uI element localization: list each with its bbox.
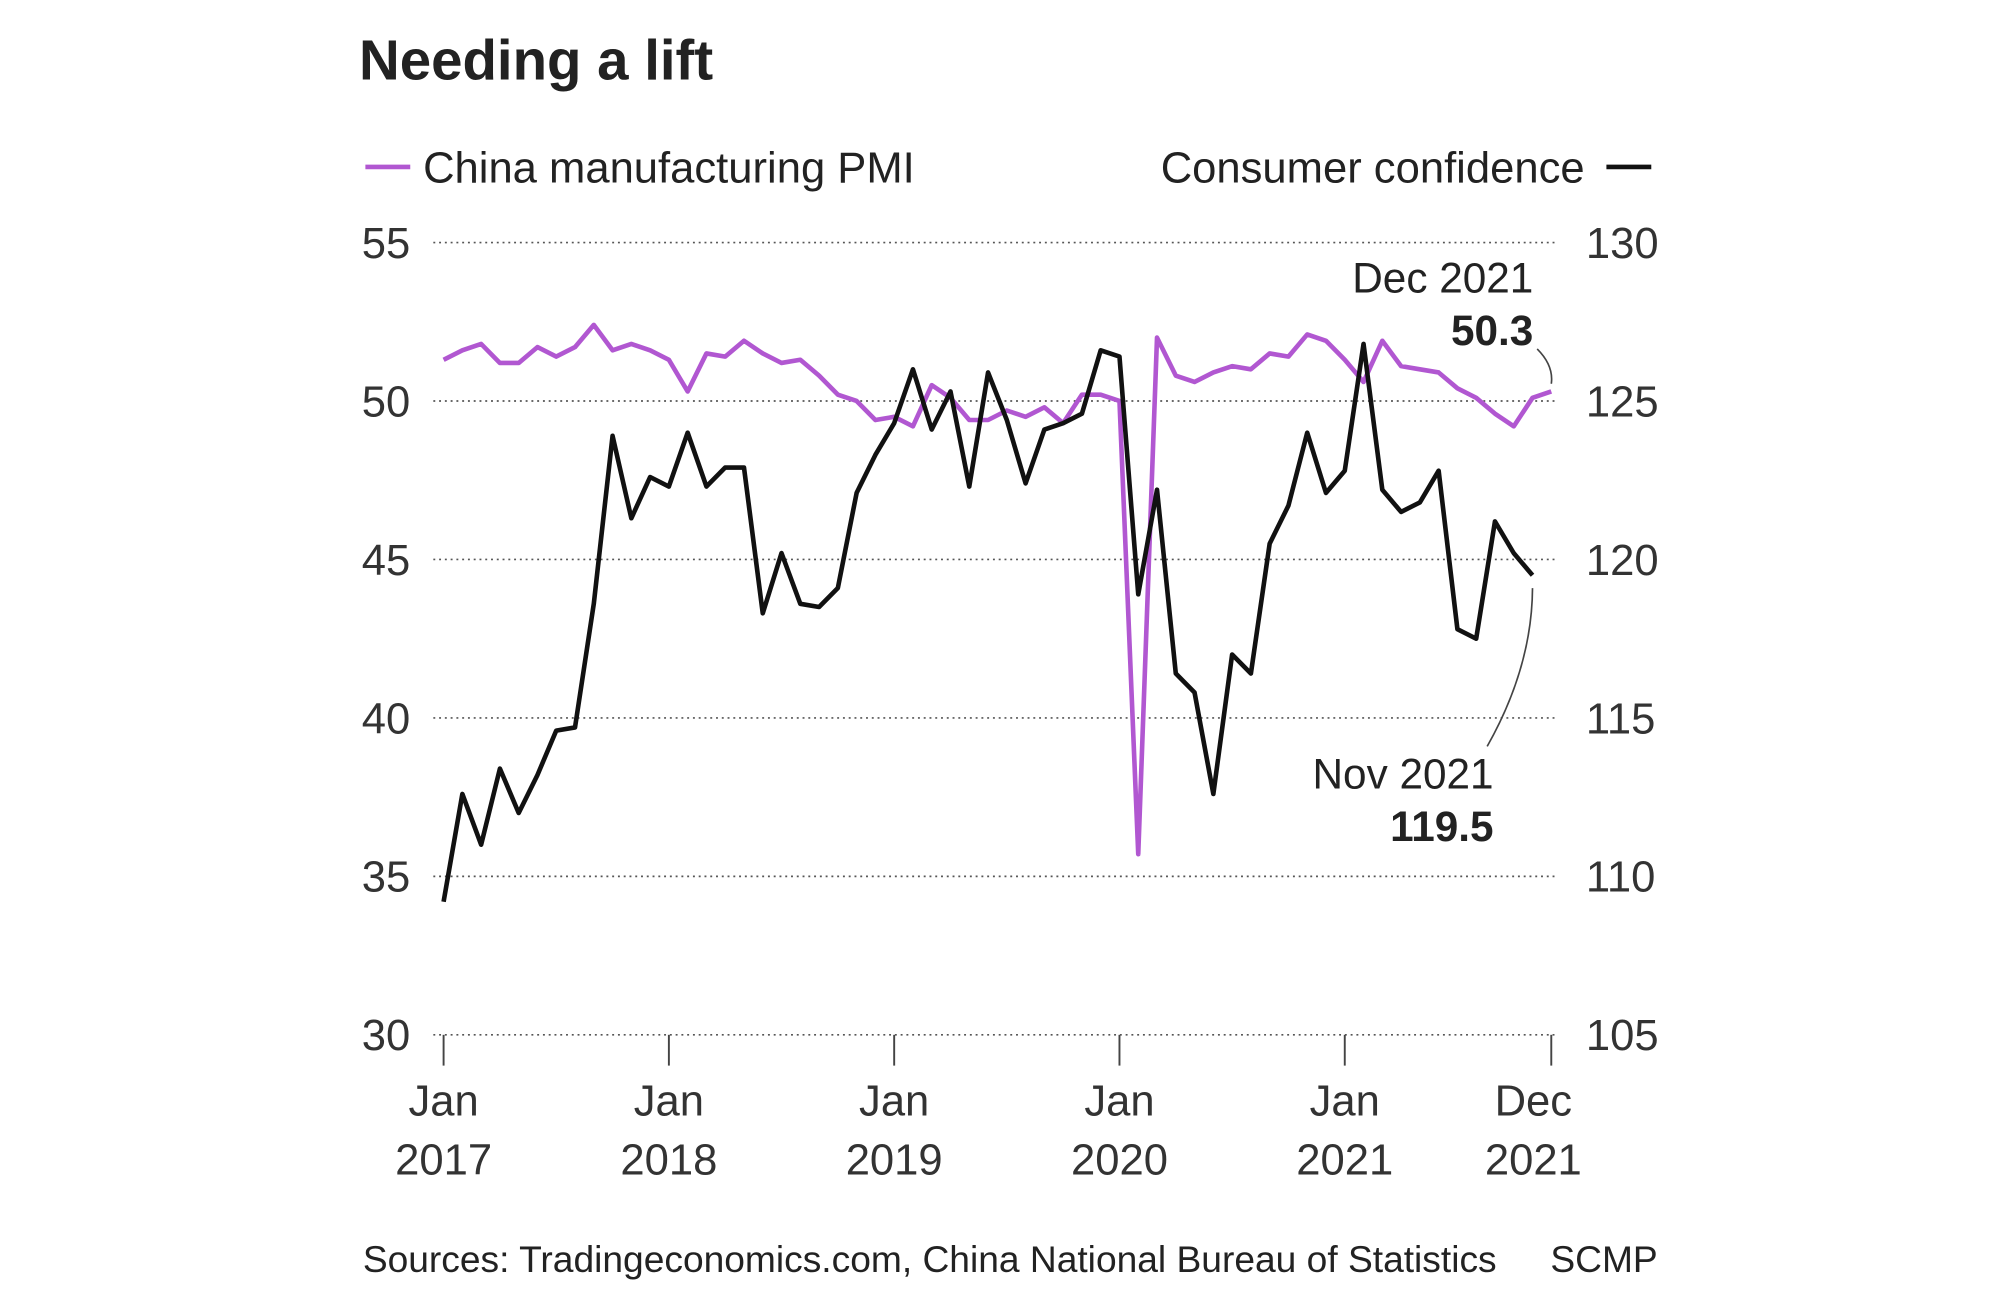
y-tick-label: 40 (362, 695, 410, 743)
annotation: Nov 2021 (1313, 751, 1494, 798)
y-tick-label: 55 (362, 220, 410, 268)
y2-tick-label: 130 (1586, 220, 1659, 268)
y2-tick-label: 110 (1586, 854, 1655, 902)
series-line (441, 341, 1535, 903)
x-tick-label: Jan 2017 (395, 1078, 492, 1185)
x-tick-label: Jan 2021 (1296, 1078, 1393, 1185)
legend-label: Consumer confidence (1161, 144, 1585, 192)
source: Sources: Tradingeconomics.com, China Nat… (363, 1238, 1497, 1280)
x-tick-label: Jan 2020 (1071, 1078, 1168, 1185)
y2-tick-label: 105 (1586, 1012, 1659, 1060)
y-tick-label: 50 (362, 378, 410, 426)
annotation: Dec 2021 (1352, 255, 1533, 302)
y2-tick-label: 115 (1586, 695, 1655, 743)
x-tick-label: Jan 2019 (846, 1078, 943, 1185)
leader-line (1536, 348, 1553, 384)
y2-tick-label: 125 (1586, 378, 1659, 426)
y-tick-label: 45 (362, 537, 410, 585)
data-label: 119.5 (1390, 803, 1494, 850)
y-tick-label: 30 (362, 1012, 410, 1060)
chart-title: Needing a lift (359, 29, 713, 92)
y2-tick-label: 120 (1586, 537, 1659, 585)
y-tick-label: 35 (362, 854, 410, 902)
x-tick-label: Dec 2021 (1485, 1078, 1582, 1185)
leader-line (1486, 588, 1534, 747)
x-tick-label: Jan 2018 (620, 1078, 717, 1185)
data-label: 50.3 (1451, 307, 1533, 354)
legend-label: China manufacturing PMI (423, 144, 915, 192)
credit: SCMP (1550, 1238, 1657, 1280)
